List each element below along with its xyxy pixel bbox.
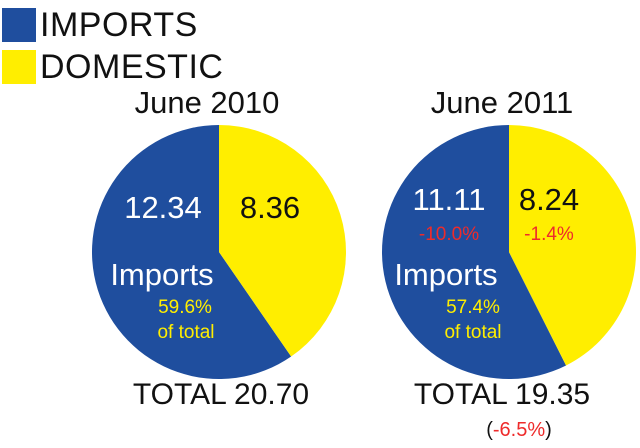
pie-slice-domestic-2011 xyxy=(509,125,636,366)
pie-slice-domestic-2010 xyxy=(219,125,346,357)
change-label-domestic-2011: -1.4% xyxy=(524,224,574,245)
inner-label-imports-2010: Imports xyxy=(110,257,213,292)
total-label-2011: TOTAL 19.35 xyxy=(414,378,590,411)
value-label-domestic-2010: 8.36 xyxy=(240,190,300,225)
total-label-2010: TOTAL 20.70 xyxy=(133,378,309,411)
imports-swatch xyxy=(2,8,36,42)
legend-label-domestic: DOMESTIC xyxy=(40,47,224,86)
legend-item-imports: IMPORTS xyxy=(2,4,223,46)
share-suffix-2010: of total xyxy=(157,322,214,343)
pie-slice-imports-2010 xyxy=(92,125,292,379)
domestic-swatch xyxy=(2,50,36,84)
pie-chart-2010: June 2010 12.34 8.36 Imports 59.6% of to… xyxy=(92,85,346,411)
pie-title-2010: June 2010 xyxy=(135,85,280,120)
paren-close: ) xyxy=(545,419,552,441)
share-suffix-2011: of total xyxy=(444,322,501,343)
pie-chart-2011: June 2011 11.11 -10.0% 8.24 -1.4% Import… xyxy=(382,85,636,441)
share-label-2010: 59.6% xyxy=(158,297,212,318)
value-label-domestic-2011: 8.24 xyxy=(519,182,579,217)
change-label-imports-2011: -10.0% xyxy=(419,224,479,245)
inner-label-imports-2011: Imports xyxy=(394,257,497,292)
total-change-label-2011: (-6.5%) xyxy=(486,419,552,441)
value-label-imports-2010: 12.34 xyxy=(124,190,202,225)
pie-title-2011: June 2011 xyxy=(431,85,574,120)
paren-open: ( xyxy=(486,419,493,441)
legend-item-domestic: DOMESTIC xyxy=(2,46,223,88)
legend: IMPORTS DOMESTIC xyxy=(2,4,223,88)
value-label-imports-2011: 11.11 xyxy=(413,182,486,217)
legend-label-imports: IMPORTS xyxy=(40,5,198,44)
total-change-value-2011: -6.5% xyxy=(493,419,545,441)
pie-slice-imports-2011 xyxy=(382,125,567,379)
share-label-2011: 57.4% xyxy=(446,297,500,318)
